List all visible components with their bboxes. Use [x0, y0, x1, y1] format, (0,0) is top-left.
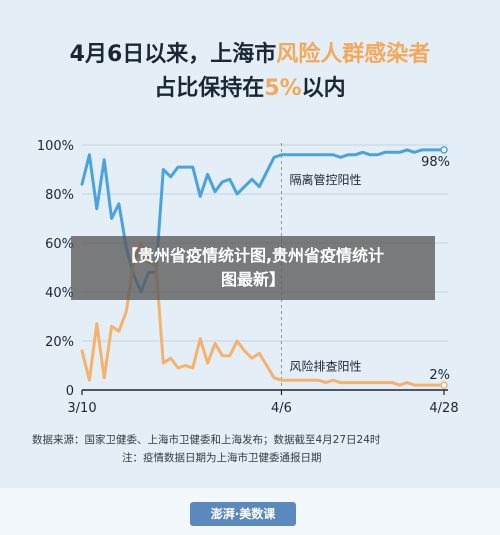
title-line1-highlight: 风险人群感染者: [276, 42, 431, 67]
y-tick-label: 20%: [45, 335, 74, 350]
source-note: 数据来源：国家卫健委、上海市卫健委和上海发布；数据截至4月27日24时: [32, 434, 381, 446]
series-end-point: [440, 146, 448, 154]
title-line2-post: 以内: [301, 76, 346, 101]
chart-title: 4月6日以来，上海市风险人群感染者 占比保持在5%以内: [0, 38, 500, 106]
banner-line1: 【贵州省疫情统计图,贵州省疫情统计: [121, 246, 385, 265]
y-tick-label: 80%: [45, 188, 74, 203]
chart-notes: 数据来源：国家卫健委、上海市卫健委和上海发布；数据截至4月27日24时 注：疫情…: [32, 431, 482, 467]
date-note: 注：疫情数据日期为上海市卫健委通报日期: [122, 452, 322, 464]
series-name-label: 隔离管控阳性: [289, 172, 361, 187]
y-tick-label: 100%: [37, 139, 74, 154]
y-tick-label: 0: [66, 384, 74, 399]
overlay-banner: 【贵州省疫情统计图,贵州省疫情统计 图最新】: [71, 236, 435, 300]
title-line1: 4月6日以来，上海市: [69, 42, 277, 67]
banner-line2: 图最新】: [220, 270, 285, 289]
y-tick-label: 60%: [45, 237, 74, 252]
series-end-label: 98%: [421, 155, 450, 170]
series-name-label: 风险排查阳性: [289, 358, 361, 373]
series-end-point: [440, 381, 448, 389]
publisher-logo: 澎湃·美数课: [190, 502, 296, 526]
x-tick-label: 4/28: [429, 401, 458, 416]
x-tick-label: 3/10: [67, 401, 96, 416]
y-tick-label: 40%: [45, 286, 74, 301]
title-line2-highlight: 5%: [264, 76, 302, 101]
title-line2-pre: 占比保持在: [154, 76, 265, 101]
x-tick-label: 4/6: [271, 401, 292, 416]
series-end-label: 2%: [429, 368, 450, 383]
